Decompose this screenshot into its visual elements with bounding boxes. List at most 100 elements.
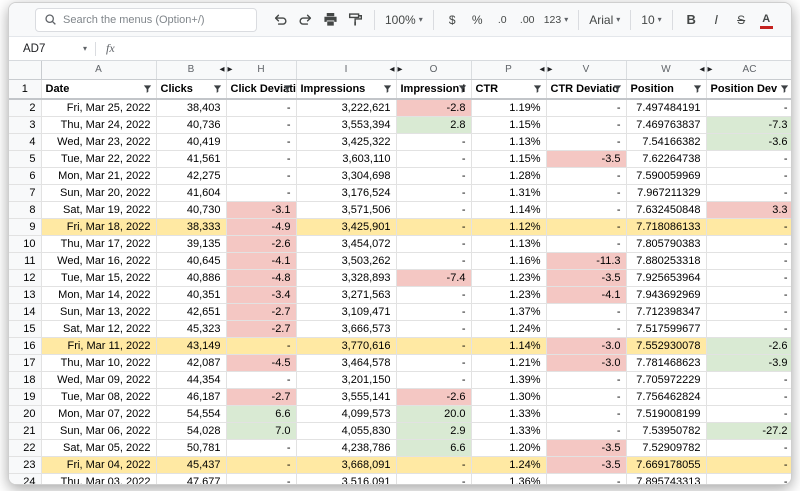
cell-O23[interactable]: -: [396, 456, 472, 474]
column-letter-H[interactable]: H ▶: [226, 61, 297, 80]
row-number[interactable]: 19: [9, 388, 42, 406]
cell-V7[interactable]: -: [546, 184, 627, 202]
cell-H7[interactable]: -: [226, 184, 297, 202]
cell-A4[interactable]: Wed, Mar 23, 2022: [41, 133, 157, 151]
cell-O20[interactable]: 20.0: [396, 405, 472, 423]
cell-A12[interactable]: Tue, Mar 15, 2022: [41, 269, 157, 287]
name-box[interactable]: AD7 ▾: [9, 37, 95, 60]
cell-AC10[interactable]: -: [706, 235, 791, 253]
cell-A20[interactable]: Mon, Mar 07, 2022: [41, 405, 157, 423]
cell-V15[interactable]: -: [546, 320, 627, 338]
cell-O16[interactable]: -: [396, 337, 472, 355]
cell-V16[interactable]: -3.0: [546, 337, 627, 355]
filter-icon[interactable]: [692, 83, 703, 94]
column-letter-V[interactable]: V ▶: [546, 61, 627, 80]
cell-A9[interactable]: Fri, Mar 18, 2022: [41, 218, 157, 236]
cell-P10[interactable]: 1.13%: [471, 235, 547, 253]
column-letter-A[interactable]: A: [41, 61, 157, 80]
cell-P5[interactable]: 1.15%: [471, 150, 547, 168]
cell-AC17[interactable]: -3.9: [706, 354, 791, 372]
row-number[interactable]: 18: [9, 371, 42, 389]
row-number[interactable]: 1: [9, 79, 42, 100]
cell-O9[interactable]: -: [396, 218, 472, 236]
cell-W15[interactable]: 7.517599677: [626, 320, 707, 338]
cell-B19[interactable]: 46,187: [156, 388, 227, 406]
cell-A17[interactable]: Thu, Mar 10, 2022: [41, 354, 157, 372]
cell-P14[interactable]: 1.37%: [471, 303, 547, 321]
cell-B4[interactable]: 40,419: [156, 133, 227, 151]
cell-V18[interactable]: -: [546, 371, 627, 389]
cell-V10[interactable]: -: [546, 235, 627, 253]
cell-V20[interactable]: -: [546, 405, 627, 423]
unhide-columns-left-arrow[interactable]: ◀: [219, 65, 225, 73]
cell-A7[interactable]: Sun, Mar 20, 2022: [41, 184, 157, 202]
cell-V14[interactable]: -: [546, 303, 627, 321]
corner-box[interactable]: [9, 61, 42, 80]
cell-V21[interactable]: -: [546, 422, 627, 440]
cell-V5[interactable]: -3.5: [546, 150, 627, 168]
cell-O14[interactable]: -: [396, 303, 472, 321]
cell-AC13[interactable]: -: [706, 286, 791, 304]
cell-A22[interactable]: Sat, Mar 05, 2022: [41, 439, 157, 457]
cell-P19[interactable]: 1.30%: [471, 388, 547, 406]
format-currency-button[interactable]: $: [448, 12, 456, 27]
cell-AC7[interactable]: -: [706, 184, 791, 202]
cell-W9[interactable]: 7.718086133: [626, 218, 707, 236]
number-format-select[interactable]: 123 ▾: [541, 8, 572, 32]
cell-B17[interactable]: 42,087: [156, 354, 227, 372]
cell-H8[interactable]: -3.1: [226, 201, 297, 219]
cell-O17[interactable]: -: [396, 354, 472, 372]
cell-V8[interactable]: -: [546, 201, 627, 219]
filter-icon[interactable]: [282, 83, 293, 94]
row-number[interactable]: 3: [9, 116, 42, 134]
cell-O2[interactable]: -2.8: [396, 99, 472, 117]
cell-W23[interactable]: 7.669178055: [626, 456, 707, 474]
cell-B12[interactable]: 40,886: [156, 269, 227, 287]
cell-O7[interactable]: -: [396, 184, 472, 202]
filter-icon[interactable]: [457, 83, 468, 94]
row-number[interactable]: 15: [9, 320, 42, 338]
cell-V6[interactable]: -: [546, 167, 627, 185]
cell-AC23[interactable]: -: [706, 456, 791, 474]
cell-B7[interactable]: 41,604: [156, 184, 227, 202]
column-letter-P[interactable]: P ◀: [471, 61, 547, 80]
row-number[interactable]: 11: [9, 252, 42, 270]
cell-B23[interactable]: 45,437: [156, 456, 227, 474]
cell-I24[interactable]: 3,516,091: [296, 473, 397, 484]
cell-P11[interactable]: 1.16%: [471, 252, 547, 270]
cell-H19[interactable]: -2.7: [226, 388, 297, 406]
cell-P16[interactable]: 1.14%: [471, 337, 547, 355]
cell-P21[interactable]: 1.33%: [471, 422, 547, 440]
cell-B8[interactable]: 40,730: [156, 201, 227, 219]
unhide-columns-left-arrow[interactable]: ◀: [699, 65, 705, 73]
menu-search-input[interactable]: [63, 13, 248, 26]
cell-I22[interactable]: 4,238,786: [296, 439, 397, 457]
cell-B21[interactable]: 54,028: [156, 422, 227, 440]
cell-H24[interactable]: -: [226, 473, 297, 484]
cell-P12[interactable]: 1.23%: [471, 269, 547, 287]
cell-A11[interactable]: Wed, Mar 16, 2022: [41, 252, 157, 270]
cell-A6[interactable]: Mon, Mar 21, 2022: [41, 167, 157, 185]
cell-AC11[interactable]: -: [706, 252, 791, 270]
cell-O21[interactable]: 2.9: [396, 422, 472, 440]
cell-I4[interactable]: 3,425,322: [296, 133, 397, 151]
unhide-columns-right-arrow[interactable]: ▶: [547, 65, 553, 73]
cell-AC19[interactable]: -: [706, 388, 791, 406]
italic-button[interactable]: I: [714, 12, 718, 27]
cell-I18[interactable]: 3,201,150: [296, 371, 397, 389]
filter-icon[interactable]: [612, 83, 623, 94]
cell-AC6[interactable]: -: [706, 167, 791, 185]
increase-decimal-button[interactable]: .00: [519, 13, 535, 26]
header-cell-AC[interactable]: Position Dev: [706, 79, 791, 100]
cell-H18[interactable]: -: [226, 371, 297, 389]
cell-P17[interactable]: 1.21%: [471, 354, 547, 372]
cell-AC9[interactable]: -: [706, 218, 791, 236]
cell-P3[interactable]: 1.15%: [471, 116, 547, 134]
cell-W24[interactable]: 7.895743313: [626, 473, 707, 484]
cell-W8[interactable]: 7.632450848: [626, 201, 707, 219]
cell-W7[interactable]: 7.967211329: [626, 184, 707, 202]
cell-A14[interactable]: Sun, Mar 13, 2022: [41, 303, 157, 321]
filter-icon[interactable]: [142, 83, 153, 94]
cell-I23[interactable]: 3,668,091: [296, 456, 397, 474]
cell-A16[interactable]: Fri, Mar 11, 2022: [41, 337, 157, 355]
